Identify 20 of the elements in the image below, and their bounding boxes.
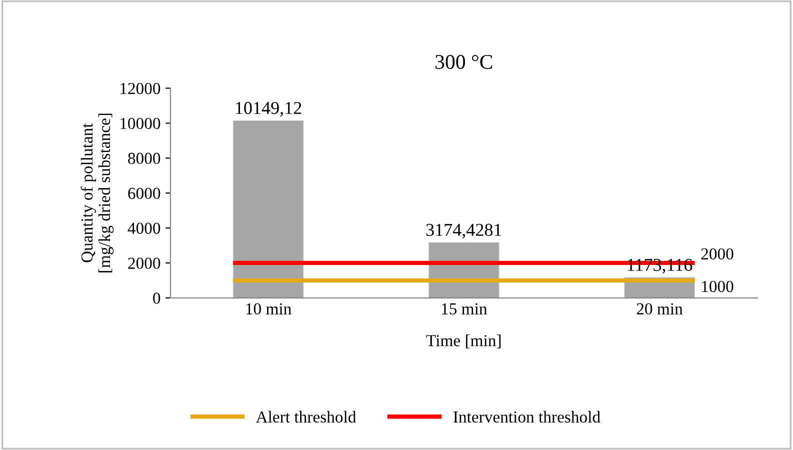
annotation: 2000	[701, 248, 734, 260]
x-axis-title: Time [min]	[426, 334, 501, 348]
chart-title: 300 °C	[436, 54, 492, 69]
bar	[232, 120, 304, 298]
x-tick-label: 15 min	[442, 303, 488, 314]
legend-label: Alert threshold	[256, 410, 356, 423]
y-axis-title: Quantity of pollutant [mg/kg dried substance]	[80, 114, 114, 272]
y-tick-label: 6000	[128, 188, 160, 199]
y-tick-label: 4000	[128, 222, 160, 234]
y-tick-label: 10000	[120, 118, 160, 130]
y-tick-label: 12000	[120, 82, 160, 94]
y-tick-label: 2000	[128, 258, 160, 269]
legend-label: Intervention threshold	[453, 410, 600, 423]
y-tick-label: 8000	[128, 152, 160, 164]
data-label: 3174,4281	[426, 224, 502, 239]
x-tick-label: 20 min	[636, 303, 683, 314]
y-tick-label: 0	[153, 292, 160, 304]
x-tick-label: 10 min	[246, 303, 292, 314]
annotation: 1000	[702, 280, 734, 292]
data-label: 10149,12	[236, 102, 302, 117]
